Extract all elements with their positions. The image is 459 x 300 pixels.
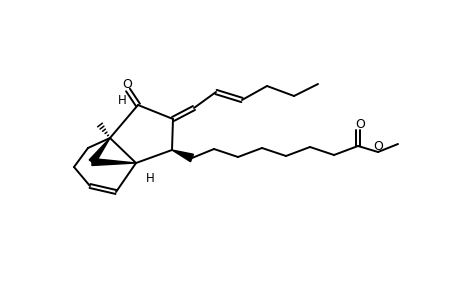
Text: O: O: [354, 118, 364, 130]
Text: O: O: [122, 77, 132, 91]
Polygon shape: [92, 158, 136, 166]
Text: O: O: [372, 140, 382, 152]
Polygon shape: [172, 150, 193, 162]
Polygon shape: [89, 138, 110, 164]
Text: H: H: [118, 94, 126, 106]
Text: H: H: [146, 172, 154, 184]
